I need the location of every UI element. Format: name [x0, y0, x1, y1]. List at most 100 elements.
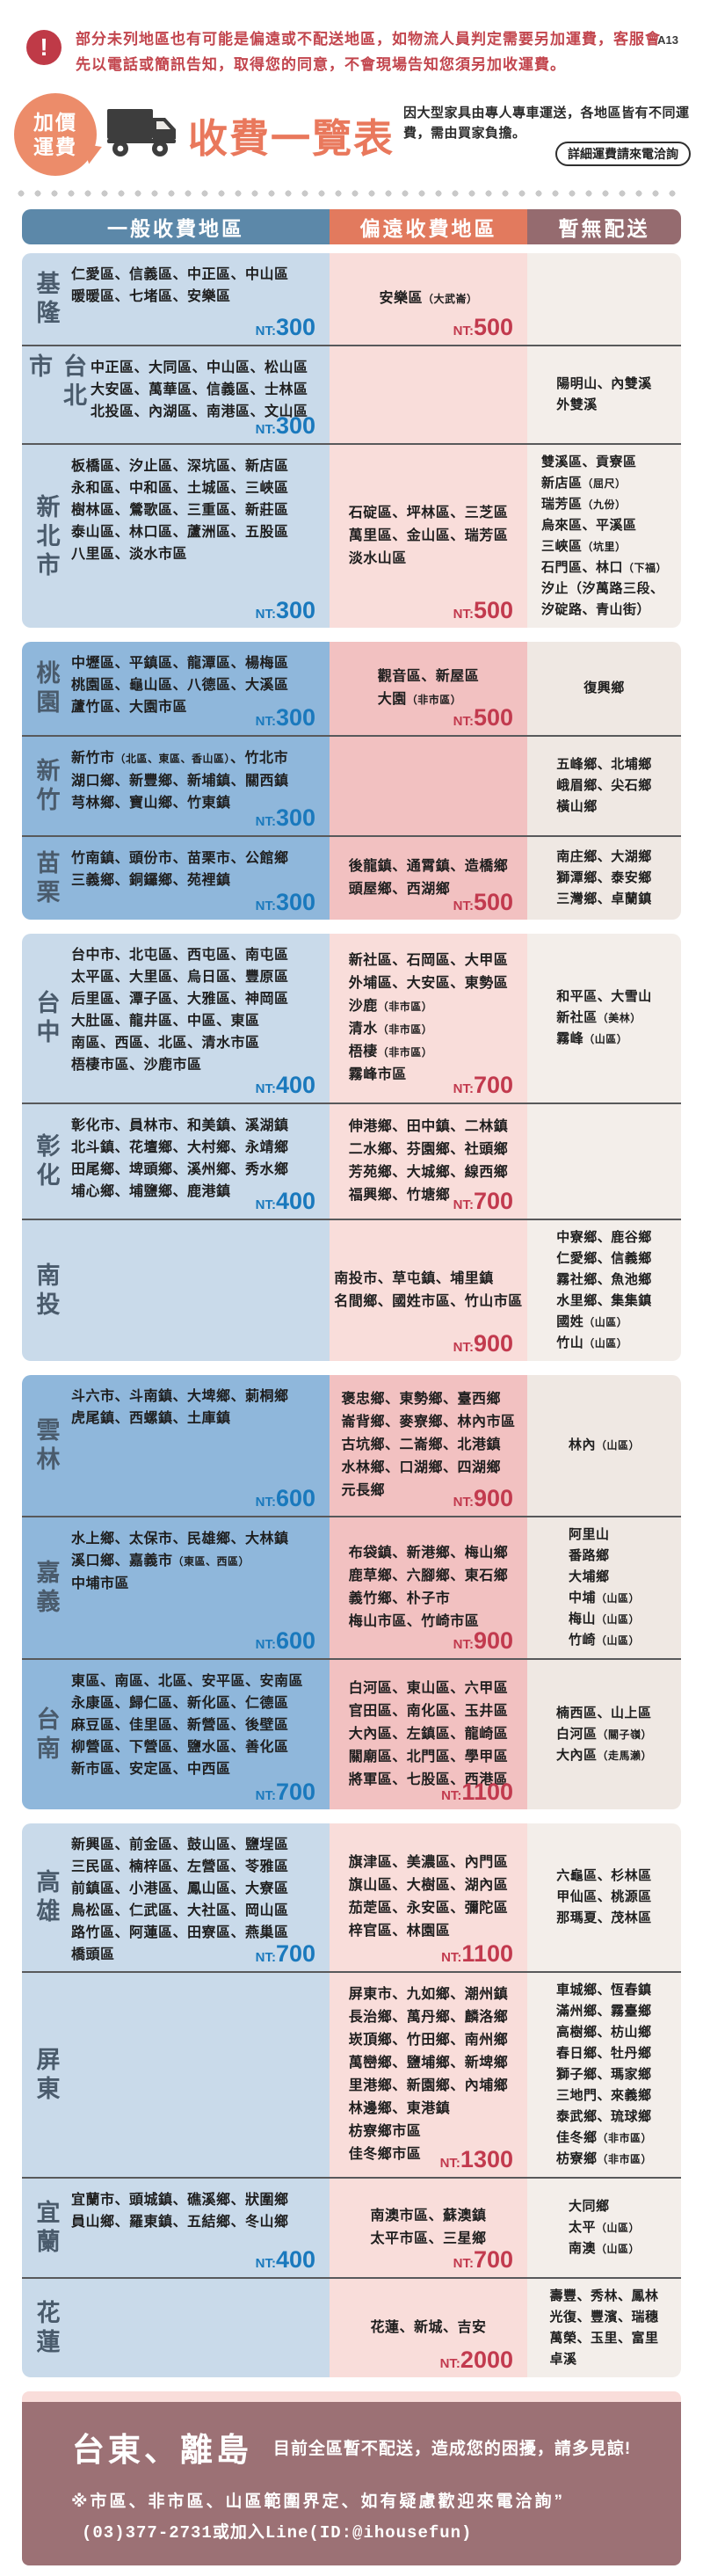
- list-line: 獅子鄉、瑪家鄉: [555, 2067, 652, 2082]
- list-line: 仁愛鄉、信義鄉: [556, 1251, 652, 1266]
- list-line: 北斗鎮、花壇鄉、大村鄉、永靖鄉: [71, 1140, 289, 1155]
- region-row-hualien: 花蓮 花蓮、新城、吉安 NT: 2000 壽豐、秀林、鳳林 光復、豐濱、瑞穗 萬榮、玉里、富…: [22, 2277, 681, 2377]
- region-label-nantou: 南投: [33, 1263, 60, 1321]
- list-line: 和平區、大雪山: [556, 989, 652, 1004]
- price-blue: NT: 400: [256, 1072, 315, 1099]
- list-line: 南投市、草屯鎮、埔里鎮: [334, 1271, 494, 1286]
- region-list: 南澳市區、蘇澳鎮 太平市區、三星鄉: [370, 2205, 486, 2251]
- region-list: 新竹市（北區、東區、香山區）、竹北市 湖口鄉、新豐鄉、新埔鎮、關西鎮 芎林鄉、寶山鄉…: [71, 744, 289, 830]
- list-line: 梧棲市區、沙鹿市區: [71, 1058, 202, 1073]
- list-line: 阿里山: [568, 1527, 610, 1542]
- currency-prefix: NT:: [441, 1788, 462, 1803]
- list-line: 春日鄉、牡丹鄉: [555, 2046, 652, 2061]
- currency-prefix: NT:: [255, 1197, 276, 1212]
- region-list: 和平區、大雪山 新社區（美林） 霧峰（山區）: [556, 986, 652, 1050]
- list-line: 田尾鄉、埤頭鄉、溪州鄉、秀水鄉: [71, 1162, 289, 1177]
- region-row-miaoli: 苗栗 竹南鎮、頭份市、苗栗市、公館鄉 三義鄉、銅鑼鄉、苑裡鎮 NT: 300 後龍鎮、通霄…: [22, 835, 681, 920]
- list-line: 路竹區、阿蓮區、田寮區、燕巢區: [71, 1925, 289, 1940]
- region-list: 中寮鄉、鹿谷鄉 仁愛鄉、信義鄉 霧社鄉、魚池鄉 水里鄉、集集鎮 國姓（山區） 竹山（山區）: [556, 1227, 652, 1354]
- cell-general-chiayi: 嘉義 水上鄉、太保市、民雄鄉、大林鎮 溪口鄉、嘉義市（東區、西區） 中埔市區 NT: 60…: [22, 1517, 330, 1658]
- region-list: 屏東市、九如鄉、潮州鎮 長治鄉、萬丹鄉、麟洛鄉 崁頂鄉、竹田鄉、南州鄉 萬巒鄉、鹽埔鄉…: [349, 1983, 509, 2166]
- price-blue: NT: 700: [256, 1779, 315, 1806]
- price-blue: NT: 600: [256, 1627, 315, 1655]
- list-line: 竹崎（山區）: [568, 1633, 641, 1648]
- list-line: 花蓮、新城、吉安: [370, 2320, 487, 2335]
- region-group: 桃園 中壢區、平鎮區、龍潭區、楊梅區 桃園區、龜山區、八德區、大溪區 蘆竹區、大園市區…: [22, 642, 681, 920]
- region-row-taipei: 台北市 中正區、大同區、中山區、松山區 大安區、萬華區、信義區、士林區 北投區、內湖區…: [22, 345, 681, 443]
- list-line: 蘆竹區、大園市區: [71, 700, 188, 715]
- currency-prefix: NT:: [453, 607, 474, 622]
- footer-pink-strip: [22, 2391, 681, 2402]
- cell-none-pingtung: 車城鄉、恆春鎮 滿州鄉、霧臺鄉 高樹鄉、枋山鄉 春日鄉、牡丹鄉 獅子鄉、瑪家鄉 三地門、來…: [527, 1973, 681, 2177]
- price-value: 900: [473, 1330, 513, 1357]
- list-line: 霧峰市區: [348, 1067, 407, 1082]
- region-list: 新社區、石岡區、大甲區 外埔區、大安區、東勢區 沙鹿（非市區） 清水（非市區） 梧棲（非…: [349, 950, 509, 1087]
- list-line: 新社區、石岡區、大甲區: [348, 953, 509, 968]
- truck-icon: [105, 104, 183, 166]
- price-blue: NT: 300: [256, 804, 315, 832]
- call-inquiry-button[interactable]: 詳細運費請來電洽詢: [555, 142, 691, 166]
- list-line: 三地門、來義鄉: [555, 2088, 652, 2103]
- price-value: 1300: [460, 2146, 513, 2172]
- list-line: 鹿草鄉、六腳鄉、東石鄉: [348, 1568, 509, 1583]
- region-row-taoyuan: 桃園 中壢區、平鎮區、龍潭區、楊梅區 桃園區、龜山區、八德區、大溪區 蘆竹區、大園市區…: [22, 642, 681, 735]
- list-line: 水上鄉、太保市、民雄鄉、大林鎮: [71, 1532, 289, 1546]
- column-header-remote: 偏遠收費地區: [330, 209, 527, 244]
- list-line: 布袋鎮、新港鄉、梅山鄉: [348, 1546, 509, 1561]
- currency-prefix: NT:: [255, 1081, 276, 1096]
- list-line: 茄萣區、永安區、彌陀區: [348, 1901, 509, 1916]
- region-list: 中壢區、平鎮區、龍潭區、楊梅區 桃園區、龜山區、八德區、大溪區 蘆竹區、大園市區: [71, 649, 289, 730]
- list-line: 後龍鎮、通霄鎮、造橋鄉: [348, 859, 509, 874]
- list-line: 竹山（山區）: [556, 1335, 628, 1350]
- currency-prefix: NT:: [255, 2256, 276, 2271]
- currency-prefix: NT:: [453, 1637, 474, 1652]
- cell-remote-taoyuan: 觀音區、新屋區 大園（非市區） NT: 500: [330, 642, 527, 735]
- list-line: 三峽區（坑里）: [540, 539, 627, 554]
- region-list: 壽豐、秀林、鳳林 光復、豐濱、瑞穗 萬榮、玉里、富里 卓溪: [549, 2286, 658, 2370]
- region-list: 伸港鄉、田中鎮、二林鎮 二水鄉、芬園鄉、社頭鄉 芳苑鄉、大城鄉、線西鄉 福興鄉、竹塘鄉: [349, 1116, 509, 1207]
- price-blue: NT: 300: [256, 412, 315, 440]
- list-line: 番路鄉: [568, 1548, 610, 1563]
- region-row-nantou: 南投 南投市、草屯鎮、埔里鎮 名間鄉、國姓市區、竹山市區 NT: 900 中寮鄉、鹿谷鄉仁…: [22, 1219, 681, 1361]
- list-line: 清水（非市區）: [348, 1022, 433, 1037]
- currency-prefix: NT:: [453, 1197, 474, 1212]
- badge-line-2: 運費: [33, 135, 77, 158]
- price-value: 700: [275, 1779, 315, 1805]
- region-row-changhua: 彰化 彰化市、員林市、和美鎮、溪湖鎮 北斗鎮、花壇鄉、大村鄉、永靖鄉 田尾鄉、埤頭鄉、…: [22, 1102, 681, 1219]
- list-line: 梧棲（非市區）: [348, 1044, 433, 1059]
- region-list: 觀音區、新屋區 大園（非市區）: [378, 666, 480, 711]
- price-value: 400: [275, 1072, 315, 1098]
- region-list: 南投市、草屯鎮、埔里鎮 名間鄉、國姓市區、竹山市區: [334, 1268, 523, 1313]
- list-line: 元長鄉: [341, 1483, 385, 1498]
- list-line: 獅潭鄉、泰安鄉: [556, 870, 652, 885]
- region-group: 基隆 仁愛區、信義區、中正區、中山區 暖暖區、七堵區、安樂區 NT: 300 安樂區（大武…: [22, 253, 681, 628]
- list-line: 那瑪夏、茂林區: [556, 1910, 652, 1925]
- dotted-divider: [18, 190, 685, 197]
- region-label-hsinchu: 新竹: [33, 758, 60, 816]
- list-line: 中正區、大同區、中山區、松山區: [91, 360, 308, 375]
- price-blue: NT: 300: [256, 597, 315, 624]
- header-description-text: 因大型家具由專人專車運送，各地區皆有不同運費，需由買家負擔。: [403, 106, 690, 141]
- list-line: 梅山（山區）: [568, 1612, 641, 1626]
- price-value: 2000: [460, 2347, 513, 2373]
- list-line: 三民區、楠梓區、左營區、苓雅區: [71, 1859, 289, 1874]
- list-line: 八里區、淡水市區: [71, 547, 188, 562]
- currency-prefix: NT:: [255, 324, 276, 338]
- fee-table: 基隆 仁愛區、信義區、中正區、中山區 暖暖區、七堵區、安樂區 NT: 300 安樂區（大武…: [22, 253, 681, 2377]
- region-list: 宜蘭市、頭城鎮、礁溪鄉、狀圍鄉 員山鄉、羅東鎮、五結鄉、冬山鄉: [71, 2186, 289, 2272]
- list-line: 陽明山、內雙溪: [556, 376, 652, 391]
- list-line: 關廟區、北門區、學甲區: [348, 1750, 509, 1765]
- region-label-kaohsiung: 高雄: [33, 1869, 60, 1927]
- region-label-pingtung: 屏東: [33, 2047, 60, 2105]
- price-red: NT: 900: [453, 1330, 513, 1357]
- region-label-taipei: 台北市: [25, 353, 86, 411]
- region-list: 板橋區、汐止區、深坑區、新店區 永和區、中和區、土城區、三峽區 樹林區、鶯歌區、三重…: [71, 452, 289, 622]
- list-line: 永康區、歸仁區、新化區、仁德區: [71, 1696, 289, 1711]
- list-line: 二水鄉、芬園鄉、社頭鄉: [348, 1142, 509, 1157]
- list-line: 中壢區、平鎮區、龍潭區、楊梅區: [71, 656, 289, 671]
- region-label-taoyuan: 桃園: [33, 660, 60, 718]
- price-value: 900: [473, 1627, 513, 1654]
- list-line: 汐止（汐萬路三段、: [540, 581, 664, 596]
- list-line: 將軍區、七股區、西港區: [348, 1772, 509, 1787]
- list-line: 橫山鄉: [556, 799, 598, 814]
